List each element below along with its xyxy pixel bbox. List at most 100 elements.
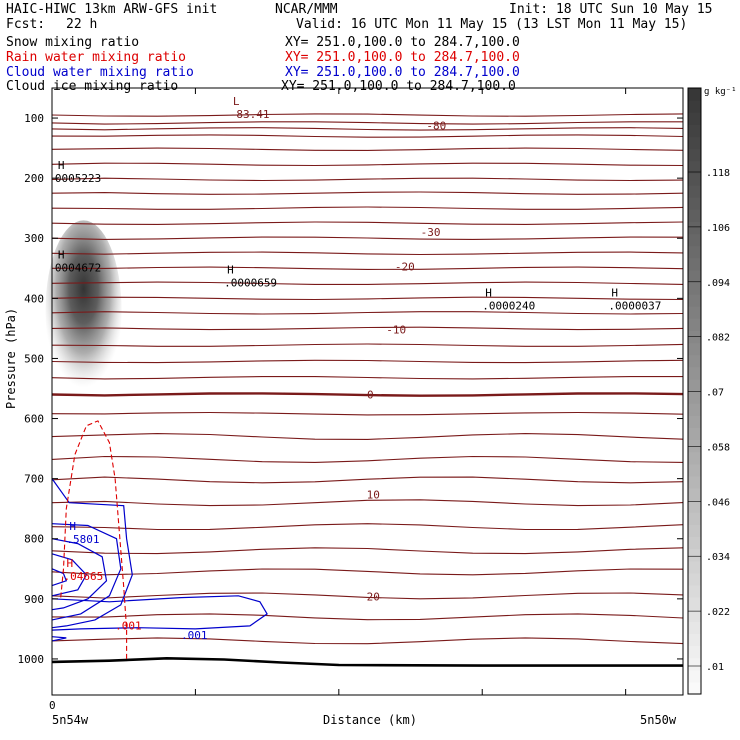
colorbar-frame xyxy=(687,87,702,695)
colorbar-segment xyxy=(688,427,701,441)
temperature-contour xyxy=(51,147,684,151)
cloud-water-contour xyxy=(51,595,268,631)
extremum-value: 0004672 xyxy=(55,261,101,274)
colorbar-segment xyxy=(688,318,701,331)
rain-water-contour xyxy=(60,420,128,659)
extremum-mark: H xyxy=(58,159,65,172)
colorbar-segment xyxy=(688,281,701,295)
colorbar-segment xyxy=(688,172,701,186)
colorbar-segment xyxy=(688,342,701,356)
colorbar-segment xyxy=(688,221,701,235)
center-label: NCAR/MMM xyxy=(275,2,338,17)
plot-labels: -80-30-20-1001020L-83.41H0005223H0004672… xyxy=(55,95,662,642)
colorbar-tick-label: .106 xyxy=(706,223,730,234)
temperature-contour-label: 10 xyxy=(367,488,380,501)
colorbar-segment xyxy=(688,366,701,380)
x-axis-label: Distance (km) xyxy=(323,713,417,727)
x-origin-label: 0 xyxy=(49,699,56,712)
temperature-contour xyxy=(51,476,684,484)
temperature-contour-label: -20 xyxy=(395,260,415,273)
plot-area xyxy=(45,113,684,667)
temperature-contour xyxy=(51,206,684,210)
temperature-contour xyxy=(51,523,684,531)
colorbar-tick-label: .01 xyxy=(706,662,724,673)
temperature-contour xyxy=(51,499,684,507)
colorbar-segment xyxy=(688,124,701,138)
colorbar-segment xyxy=(688,657,701,671)
temperature-contour xyxy=(51,592,684,600)
temperature-contour xyxy=(51,121,683,125)
colorbar-segment xyxy=(688,548,701,562)
colorbar-segment xyxy=(688,681,701,695)
temperature-contour xyxy=(51,251,684,256)
colorbar-segment xyxy=(688,669,701,683)
temperature-contour xyxy=(51,547,684,555)
y-tick-label: 600 xyxy=(24,413,44,426)
extremum-value: 0005223 xyxy=(55,172,101,185)
field-name-cloud-water: Cloud water mixing ratio xyxy=(6,65,194,80)
extremum-mark: H xyxy=(58,248,65,261)
colorbar-segment xyxy=(688,294,701,307)
extremum-value: .0000037 xyxy=(608,299,661,312)
colorbar-segment xyxy=(688,184,701,198)
colorbar-segment xyxy=(688,597,701,610)
contour-label: .001 xyxy=(115,619,142,632)
colorbar-segment xyxy=(688,197,701,210)
colorbar-segment xyxy=(688,88,701,101)
cloud-water-contour xyxy=(51,553,88,597)
contour-label: .001 xyxy=(181,629,208,642)
field-xy-cloud-ice: XY= 251.0,100.0 to 284.7,100.0 xyxy=(281,79,516,94)
temperature-contour xyxy=(51,455,684,463)
temperature-contour xyxy=(51,296,684,301)
colorbar-segment xyxy=(688,451,701,465)
colorbar-segment xyxy=(688,584,701,598)
temperature-contour xyxy=(51,236,684,240)
temperature-contour xyxy=(51,359,684,364)
field-xy-snow: XY= 251.0,100.0 to 284.7,100.0 xyxy=(285,35,520,50)
field-xy-cloud-water: XY= 251.0,100.0 to 284.7,100.0 xyxy=(285,65,520,80)
colorbar-segment xyxy=(688,633,701,647)
colorbar-segment xyxy=(688,645,701,659)
cloud-water-contour xyxy=(51,538,108,611)
colorbar-segment xyxy=(688,536,701,550)
extremum-value: .04665 xyxy=(63,570,103,583)
y-tick-label: 500 xyxy=(24,352,44,365)
colorbar-segment xyxy=(688,209,701,222)
colorbar-segment xyxy=(688,354,701,368)
colorbar-tick-label: .046 xyxy=(706,497,730,508)
extremum-value: .5801 xyxy=(66,533,99,546)
temperature-contour xyxy=(51,411,684,416)
field-name-cloud-ice: Cloud ice mixing ratio xyxy=(6,79,179,94)
colorbar-segment xyxy=(688,609,701,622)
temperature-contour xyxy=(51,311,684,315)
temperature-contour xyxy=(51,343,684,347)
temperature-contour xyxy=(51,221,684,225)
colorbar-segment xyxy=(688,378,701,392)
colorbar: .01 .022 .034 .046 .058 .07 .082 .094 .106 .118 g … xyxy=(687,87,737,695)
x-right-label: 5n50w xyxy=(640,713,677,727)
cloud-water-contour xyxy=(51,568,68,587)
colorbar-segment xyxy=(688,439,701,453)
temperature-contour-label: -80 xyxy=(426,119,446,132)
colorbar-segment xyxy=(688,524,701,538)
extremum-value: .0000659 xyxy=(224,277,277,290)
temperature-contour xyxy=(51,177,684,182)
y-tick-label: 800 xyxy=(24,533,44,546)
y-tick-label: 400 xyxy=(24,292,44,305)
extremum-value: .0000240 xyxy=(482,299,535,312)
extremum-mark: H xyxy=(227,264,234,277)
temperature-contour xyxy=(51,433,684,440)
y-tick-label: 100 xyxy=(24,112,44,125)
temperature-contour xyxy=(51,637,684,645)
init-time: Init: 18 UTC Sun 10 May 15 xyxy=(509,2,713,17)
extremum-mark: H xyxy=(66,557,73,570)
plot-frame xyxy=(51,87,684,696)
extremum-mark: H xyxy=(69,520,76,533)
y-tick-label: 1000 xyxy=(18,653,45,666)
field-name-rain: Rain water mixing ratio xyxy=(6,50,187,65)
cloud-water-contour xyxy=(51,636,67,642)
colorbar-segment xyxy=(688,487,701,501)
colorbar-segment xyxy=(688,269,701,283)
colorbar-segment xyxy=(688,233,701,247)
surface-pressure-line xyxy=(51,656,683,667)
